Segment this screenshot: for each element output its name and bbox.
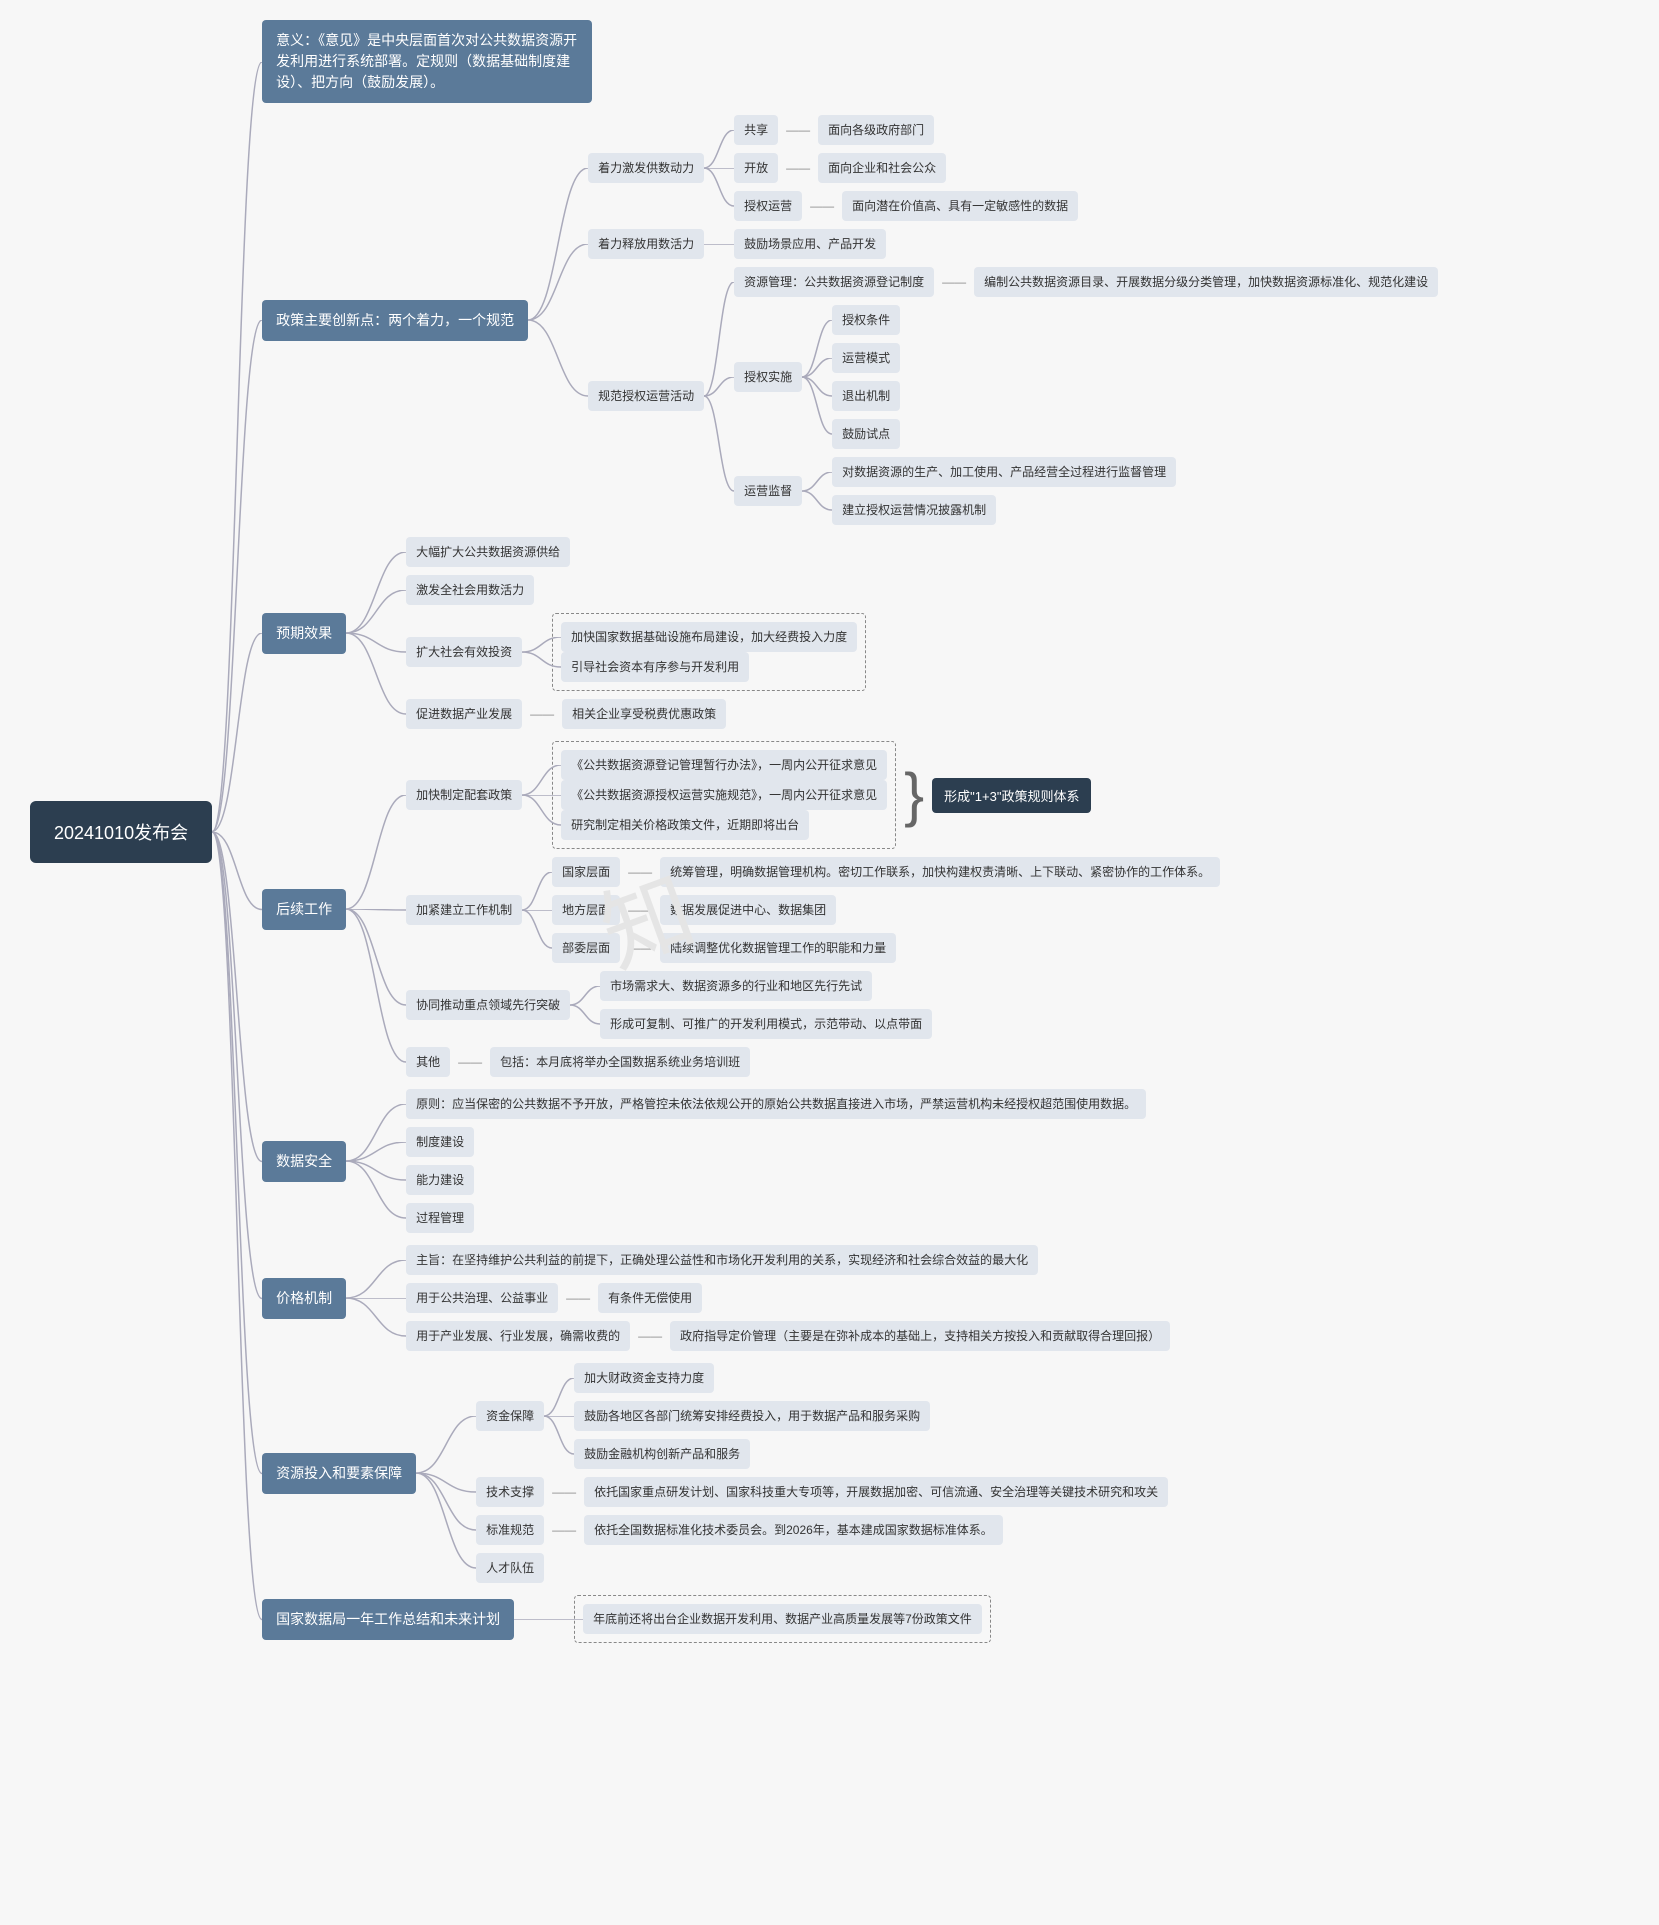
leaf: 用于产业发展、行业发展，确需收费的: [406, 1321, 630, 1351]
leaf: 鼓励金融机构创新产品和服务: [574, 1439, 750, 1469]
leaf: 加快国家数据基础设施布局建设，加大经费投入力度: [561, 622, 857, 652]
leaf: 主旨：在坚持维护公共利益的前提下，正确处理公益性和市场化开发利用的关系，实现经济…: [406, 1245, 1038, 1275]
leaf: 部委层面: [552, 933, 620, 963]
leaf: 促进数据产业发展: [406, 699, 522, 729]
leaf: 能力建设: [406, 1165, 474, 1195]
brace-icon: }: [904, 765, 924, 825]
node-bureau: 国家数据局一年工作总结和未来计划: [262, 1599, 514, 1640]
leaf: 激发全社会用数活力: [406, 575, 534, 605]
leaf: 运营模式: [832, 343, 900, 373]
node-significance: 意义：《意见》是中央层面首次对公共数据资源开发利用进行系统部署。定规则（数据基础…: [262, 20, 592, 103]
leaf: 包括：本月底将举办全国数据系统业务培训班: [490, 1047, 750, 1077]
node-followup: 后续工作: [262, 889, 346, 930]
node-funding: 资金保障: [476, 1401, 544, 1431]
leaf: 《公共数据资源登记管理暂行办法》，一周内公开征求意见: [561, 750, 887, 780]
leaf: 数据发展促进中心、数据集团: [660, 895, 836, 925]
leaf: 相关企业享受税费优惠政策: [562, 699, 726, 729]
leaf: 鼓励各地区各部门统筹安排经费投入，用于数据产品和服务采购: [574, 1401, 930, 1431]
leaf: 授权条件: [832, 305, 900, 335]
leaf: 研究制定相关价格政策文件，近期即将出台: [561, 810, 809, 840]
leaf: 年底前还将出台企业数据开发利用、数据产业高质量发展等7份政策文件: [583, 1604, 982, 1634]
node-work-mechanism: 加紧建立工作机制: [406, 895, 522, 925]
leaf: 地方层面: [552, 895, 620, 925]
node-auth-impl: 授权实施: [734, 362, 802, 392]
leaf: 鼓励场景应用、产品开发: [734, 229, 886, 259]
leaf: 面向各级政府部门: [818, 115, 934, 145]
node-innovations: 政策主要创新点：两个着力，一个规范: [262, 300, 528, 341]
leaf: 面向潜在价值高、具有一定敏感性的数据: [842, 191, 1078, 221]
leaf: 其他: [406, 1047, 450, 1077]
leaf: 开放: [734, 153, 778, 183]
leaf: 大幅扩大公共数据资源供给: [406, 537, 570, 567]
node-breakthrough: 协同推动重点领域先行突破: [406, 990, 570, 1020]
node-supporting-policies: 加快制定配套政策: [406, 780, 522, 810]
leaf: 依托国家重点研发计划、国家科技重大专项等，开展数据加密、可信流通、安全治理等关键…: [584, 1477, 1168, 1507]
mindmap-root-container: 20241010发布会 意义：《意见》是中央层面首次对公共数据资源开发利用进行系…: [30, 20, 1629, 1643]
leaf: 编制公共数据资源目录、开展数据分级分类管理，加快数据资源标准化、规范化建设: [974, 267, 1438, 297]
leaf: 加大财政资金支持力度: [574, 1363, 714, 1393]
leaf: 退出机制: [832, 381, 900, 411]
leaf: 国家层面: [552, 857, 620, 887]
leaf: 对数据资源的生产、加工使用、产品经营全过程进行监督管理: [832, 457, 1176, 487]
root-node: 20241010发布会: [30, 801, 212, 863]
leaf: 形成可复制、可推广的开发利用模式，示范带动、以点带面: [600, 1009, 932, 1039]
node-investment: 扩大社会有效投资: [406, 637, 522, 667]
leaf: 引导社会资本有序参与开发利用: [561, 652, 749, 682]
leaf: 人才队伍: [476, 1553, 544, 1583]
node-regulate: 规范授权运营活动: [588, 381, 704, 411]
leaf: 制度建设: [406, 1127, 474, 1157]
leaf: 标准规范: [476, 1515, 544, 1545]
leaf: 鼓励试点: [832, 419, 900, 449]
leaf: 过程管理: [406, 1203, 474, 1233]
leaf: 面向企业和社会公众: [818, 153, 946, 183]
node-resources: 资源投入和要素保障: [262, 1453, 416, 1494]
leaf: 授权运营: [734, 191, 802, 221]
node-expected: 预期效果: [262, 613, 346, 654]
leaf: 用于公共治理、公益事业: [406, 1283, 558, 1313]
leaf: 政府指导定价管理（主要是在弥补成本的基础上，支持相关方按投入和贡献取得合理回报）: [670, 1321, 1170, 1351]
node-usage-drive: 着力释放用数活力: [588, 229, 704, 259]
leaf: 陆续调整优化数据管理工作的职能和力量: [660, 933, 896, 963]
node-pricing: 价格机制: [262, 1278, 346, 1319]
result-tag: 形成"1+3"政策规则体系: [932, 778, 1091, 813]
leaf: 统筹管理，明确数据管理机构。密切工作联系，加快构建权责清晰、上下联动、紧密协作的…: [660, 857, 1220, 887]
leaf: 共享: [734, 115, 778, 145]
leaf: 原则：应当保密的公共数据不予开放，严格管控未依法依规公开的原始公共数据直接进入市…: [406, 1089, 1146, 1119]
node-security: 数据安全: [262, 1141, 346, 1182]
leaf: 技术支撑: [476, 1477, 544, 1507]
node-oversight: 运营监督: [734, 476, 802, 506]
leaf: 市场需求大、数据资源多的行业和地区先行先试: [600, 971, 872, 1001]
leaf: 《公共数据资源授权运营实施规范》，一周内公开征求意见: [561, 780, 887, 810]
node-supply-drive: 着力激发供数动力: [588, 153, 704, 183]
leaf: 依托全国数据标准化技术委员会。到2026年，基本建成国家数据标准体系。: [584, 1515, 1003, 1545]
leaf: 资源管理：公共数据资源登记制度: [734, 267, 934, 297]
leaf: 建立授权运营情况披露机制: [832, 495, 996, 525]
leaf: 有条件无偿使用: [598, 1283, 702, 1313]
